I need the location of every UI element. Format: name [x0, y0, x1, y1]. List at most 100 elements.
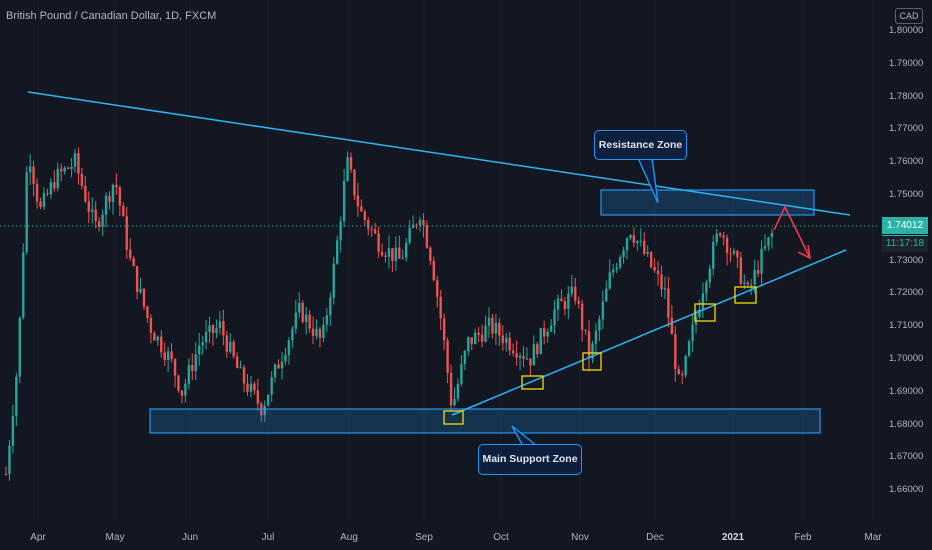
ascending-trendline[interactable] — [451, 249, 847, 416]
candle-up — [204, 331, 208, 343]
candle-up — [532, 344, 536, 366]
candle-up — [28, 166, 32, 173]
candle-down — [32, 166, 35, 184]
candle-up — [70, 166, 73, 169]
candle-up — [198, 345, 201, 355]
candle-down — [377, 233, 380, 252]
candle-down — [380, 251, 384, 256]
candle-up — [639, 240, 642, 242]
candle-down — [242, 367, 246, 384]
candle-up — [270, 377, 273, 395]
candle-down — [560, 298, 563, 302]
candle-down — [384, 255, 387, 257]
candle-down — [446, 340, 449, 373]
candle-up — [280, 361, 284, 369]
candle-down — [66, 167, 70, 169]
candle-down — [667, 288, 670, 318]
candle-up — [401, 257, 404, 259]
currency-badge[interactable]: CAD — [895, 8, 923, 24]
candle-up — [166, 351, 170, 360]
candle-up — [273, 364, 277, 378]
candle-up — [753, 270, 756, 285]
candle-up — [525, 358, 529, 360]
candle-up — [201, 342, 204, 346]
candle-up — [743, 282, 746, 284]
candle-up — [101, 214, 104, 227]
candle-down — [415, 224, 418, 226]
candle-down — [363, 211, 366, 221]
candle-up — [229, 341, 232, 352]
candle-up — [494, 323, 498, 334]
candle-down — [515, 353, 518, 358]
candle-down — [60, 168, 63, 172]
candle-up — [267, 394, 270, 406]
candle-up — [111, 184, 115, 202]
candle-up — [184, 383, 187, 396]
candle-up — [394, 247, 398, 261]
candle-up — [8, 445, 11, 474]
candle-down — [470, 337, 473, 345]
candle-up — [215, 328, 218, 334]
candle-up — [629, 234, 632, 239]
candle-down — [653, 267, 656, 271]
time-tick-label: Aug — [340, 532, 358, 543]
candle-down — [153, 332, 156, 341]
candle-down — [756, 270, 760, 274]
price-tick-label: 1.68000 — [889, 418, 924, 430]
candle-up — [732, 250, 736, 254]
candle-up — [750, 284, 753, 286]
candle-up — [546, 331, 549, 337]
candle-down — [4, 473, 8, 475]
touch-marker — [582, 352, 602, 371]
candle-up — [315, 328, 318, 336]
candle-up — [18, 317, 21, 377]
candle-up — [294, 312, 297, 329]
candle-down — [160, 336, 163, 353]
candle-up — [336, 240, 339, 264]
candle-down — [725, 237, 729, 253]
price-tick-label: 1.80000 — [889, 25, 924, 36]
candle-up — [763, 246, 767, 249]
candle-down — [580, 303, 584, 330]
price-tick-label: 1.72000 — [889, 287, 924, 299]
candle-up — [663, 288, 667, 290]
candle-down — [35, 183, 39, 202]
candle-down — [511, 350, 515, 354]
time-tick-label: May — [105, 532, 125, 543]
touch-markers — [443, 286, 757, 425]
candle-down — [584, 329, 587, 331]
candle-down — [587, 330, 591, 359]
candle-up — [342, 180, 346, 222]
candle-down — [656, 270, 660, 275]
candle-up — [474, 332, 477, 345]
candle-down — [318, 328, 322, 338]
descending-trendline[interactable] — [27, 91, 851, 216]
price-tick-label: 1.69000 — [889, 385, 924, 397]
candle-down — [53, 182, 56, 189]
candle-down — [146, 306, 149, 319]
candle-up — [56, 168, 59, 189]
candle-down — [356, 195, 360, 207]
candle-down — [722, 235, 725, 238]
support-zone[interactable] — [149, 408, 821, 434]
candle-up — [767, 237, 770, 247]
candle-down — [574, 286, 577, 301]
candle-up — [22, 252, 25, 318]
price-tick-label: 1.78000 — [889, 90, 924, 102]
candle-down — [235, 356, 239, 368]
candle-up — [594, 330, 598, 344]
candle-down — [308, 314, 311, 329]
candle-up — [346, 157, 349, 181]
candle-down — [436, 280, 439, 297]
last-price-tag: 1.74012 — [882, 217, 928, 234]
candle-up — [567, 293, 570, 309]
candle-down — [563, 301, 567, 309]
candle-up — [760, 248, 763, 274]
candle-up — [712, 242, 715, 269]
candle-up — [467, 337, 470, 352]
candle-down — [449, 372, 453, 406]
candle-up — [601, 301, 605, 320]
candle-down — [360, 206, 363, 212]
